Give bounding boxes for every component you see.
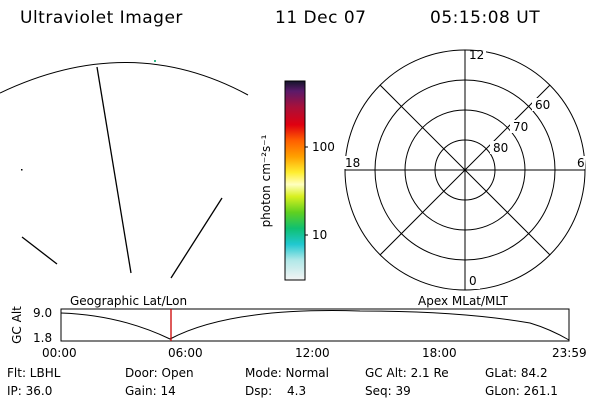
grid-line-right bbox=[170, 197, 223, 279]
mlt-label-12: 12 bbox=[469, 48, 485, 62]
gc-alt-label: GC Alt: 2.1 Re bbox=[365, 366, 449, 380]
timeline-right-caption: Apex MLat/MLT bbox=[418, 294, 508, 308]
limb-arc bbox=[0, 62, 249, 96]
lat-label-70: 70 bbox=[513, 120, 529, 134]
dsp-value: 4.3 bbox=[287, 384, 307, 398]
gain-label: Gain: 14 bbox=[125, 384, 176, 398]
color-bar bbox=[284, 80, 308, 281]
lat-label-60: 60 bbox=[535, 98, 551, 112]
glat-label: GLat: 84.2 bbox=[485, 366, 548, 380]
filter-label: Flt: LBHL bbox=[7, 366, 61, 380]
mlt-label-18: 18 bbox=[345, 156, 361, 170]
timeline-xtick-0600: 06:00 bbox=[168, 346, 203, 360]
grid-dot bbox=[21, 169, 23, 171]
mode-label: Mode: Normal bbox=[245, 366, 329, 380]
timeline-xtick-2359: 23:59 bbox=[552, 346, 587, 360]
meridian-line bbox=[96, 66, 132, 274]
timeline-ytick-high: 9.0 bbox=[33, 306, 53, 320]
ip-label: IP: 36.0 bbox=[7, 384, 53, 398]
colorbar-tick-100: 100 bbox=[312, 140, 335, 154]
app-title: Ultraviolet Imager bbox=[20, 8, 183, 28]
data-speck bbox=[154, 60, 156, 62]
geographic-image-panel bbox=[0, 60, 249, 279]
timeline-ylabel: GC Alt bbox=[10, 306, 24, 344]
altitude-timeline bbox=[60, 308, 570, 342]
polar-plot bbox=[344, 49, 586, 291]
time-label: 05:15:08 UT bbox=[430, 8, 541, 28]
colorbar-label: photon cm⁻²s⁻¹ bbox=[259, 134, 273, 228]
date-label: 11 Dec 07 bbox=[275, 8, 367, 28]
dsp-label: Dsp: bbox=[245, 384, 273, 398]
altitude-curve bbox=[60, 310, 570, 341]
timeline-xtick-0000: 00:00 bbox=[42, 346, 77, 360]
colorbar-tick-10: 10 bbox=[312, 228, 328, 242]
mlt-label-0: 0 bbox=[469, 274, 477, 288]
timeline-ytick-low: 1.8 bbox=[33, 331, 53, 345]
seq-label: Seq: 39 bbox=[365, 384, 411, 398]
mlt-label-6: 6 bbox=[577, 156, 585, 170]
timeline-xtick-1200: 12:00 bbox=[295, 346, 330, 360]
grid-line-left bbox=[21, 236, 58, 265]
glon-label: GLon: 261.1 bbox=[485, 384, 558, 398]
timeline-xtick-1800: 18:00 bbox=[422, 346, 457, 360]
timeline-left-caption: Geographic Lat/Lon bbox=[70, 294, 188, 308]
door-label: Door: Open bbox=[125, 366, 194, 380]
lat-label-80: 80 bbox=[493, 141, 509, 155]
